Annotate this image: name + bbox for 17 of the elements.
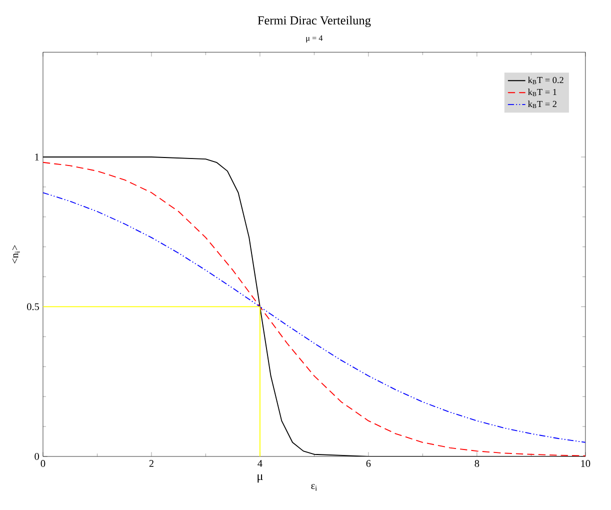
x-tick-label: 8 <box>474 460 480 468</box>
x-tick-label: 2 <box>149 460 154 467</box>
chart-title: Fermi Dirac Verteilung <box>258 16 371 28</box>
y-tick-label: 0.5 <box>27 303 39 310</box>
y-tick-label: 0 <box>34 453 40 460</box>
x-axis-title: ε$_{i}$ <box>311 484 317 491</box>
x-tick-label: 0 <box>40 460 46 468</box>
legend-label: k$_{B}$T = 0.2 <box>528 76 564 84</box>
chart-subtitle: μ = 4 <box>306 36 323 43</box>
x-tick-label: 10 <box>581 460 590 468</box>
y-axis-title: <n$_{i}$> <box>12 245 20 264</box>
legend-label: k$_{B}$T = 2 <box>528 100 556 108</box>
annotation: μ <box>258 474 263 483</box>
x-tick-label: 6 <box>366 460 371 468</box>
legend-label: k$_{B}$T = 1 <box>528 88 556 96</box>
x-tick-label: 4 <box>258 460 262 467</box>
y-tick-label: 1 <box>35 154 39 161</box>
